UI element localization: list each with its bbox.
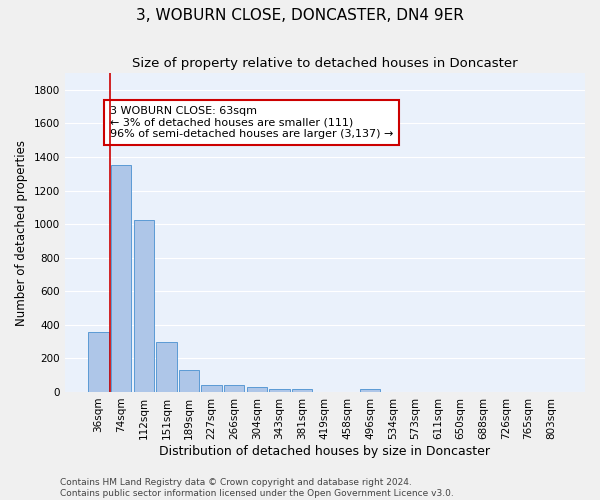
- Bar: [179, 370, 199, 392]
- Y-axis label: Number of detached properties: Number of detached properties: [15, 140, 28, 326]
- Bar: [360, 388, 380, 392]
- Text: 3, WOBURN CLOSE, DONCASTER, DN4 9ER: 3, WOBURN CLOSE, DONCASTER, DN4 9ER: [136, 8, 464, 22]
- Bar: [156, 342, 176, 392]
- Text: 3 WOBURN CLOSE: 63sqm
← 3% of detached houses are smaller (111)
96% of semi-deta: 3 WOBURN CLOSE: 63sqm ← 3% of detached h…: [110, 106, 393, 139]
- Bar: [292, 390, 313, 392]
- Bar: [111, 164, 131, 392]
- Bar: [134, 220, 154, 392]
- Bar: [247, 387, 267, 392]
- Text: Contains HM Land Registry data © Crown copyright and database right 2024.
Contai: Contains HM Land Registry data © Crown c…: [60, 478, 454, 498]
- Title: Size of property relative to detached houses in Doncaster: Size of property relative to detached ho…: [132, 58, 518, 70]
- Bar: [224, 385, 244, 392]
- X-axis label: Distribution of detached houses by size in Doncaster: Distribution of detached houses by size …: [160, 444, 490, 458]
- Bar: [269, 388, 290, 392]
- Bar: [202, 385, 222, 392]
- Bar: [88, 332, 109, 392]
